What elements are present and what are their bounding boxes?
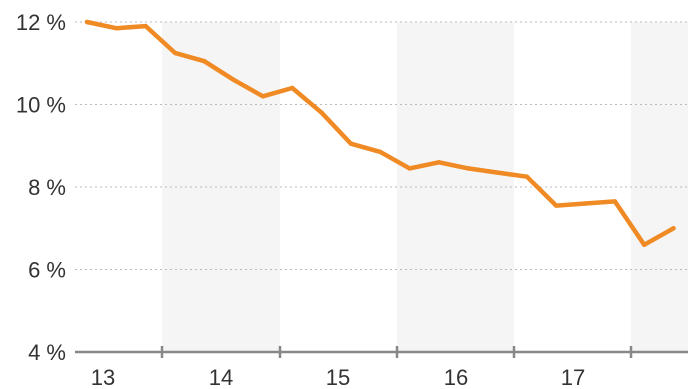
data-point: [466, 166, 471, 171]
x-tick-label: 13: [91, 365, 115, 389]
data-point: [671, 226, 676, 231]
x-axis-tick-labels: 13 14 15 16 17: [91, 365, 585, 389]
x-tick-label: 17: [561, 365, 585, 389]
x-tick-label: 15: [326, 365, 350, 389]
y-tick-label: 12 %: [16, 10, 66, 35]
data-point: [202, 59, 207, 64]
data-point: [114, 26, 119, 31]
x-axis: [75, 346, 688, 358]
y-tick-label: 8 %: [28, 175, 66, 200]
data-point: [260, 94, 266, 99]
gridlines: [75, 21, 688, 270]
y-tick-label: 10 %: [16, 93, 66, 118]
data-point: [348, 141, 354, 146]
data-point: [495, 170, 500, 175]
data-point: [378, 149, 383, 155]
year-band: [631, 22, 688, 352]
data-point: [290, 85, 295, 91]
data-point: [319, 110, 324, 115]
x-tick-label: 14: [209, 365, 233, 389]
data-point: [524, 174, 530, 179]
data-point: [642, 242, 647, 247]
y-tick-label: 6 %: [28, 258, 66, 283]
series-layer: [84, 19, 676, 248]
x-tick-label: 16: [444, 365, 468, 389]
data-point: [554, 203, 559, 208]
data-point: [172, 50, 178, 56]
y-axis-tick-labels: 4 % 6 % 8 % 10 % 12 %: [16, 10, 66, 365]
data-point: [143, 23, 148, 29]
data-point: [231, 77, 236, 83]
data-point: [436, 160, 442, 165]
data-point: [84, 19, 90, 25]
data-point: [612, 199, 618, 204]
data-point: [583, 201, 588, 206]
y-tick-label: 4 %: [28, 340, 66, 365]
data-point: [407, 166, 412, 171]
